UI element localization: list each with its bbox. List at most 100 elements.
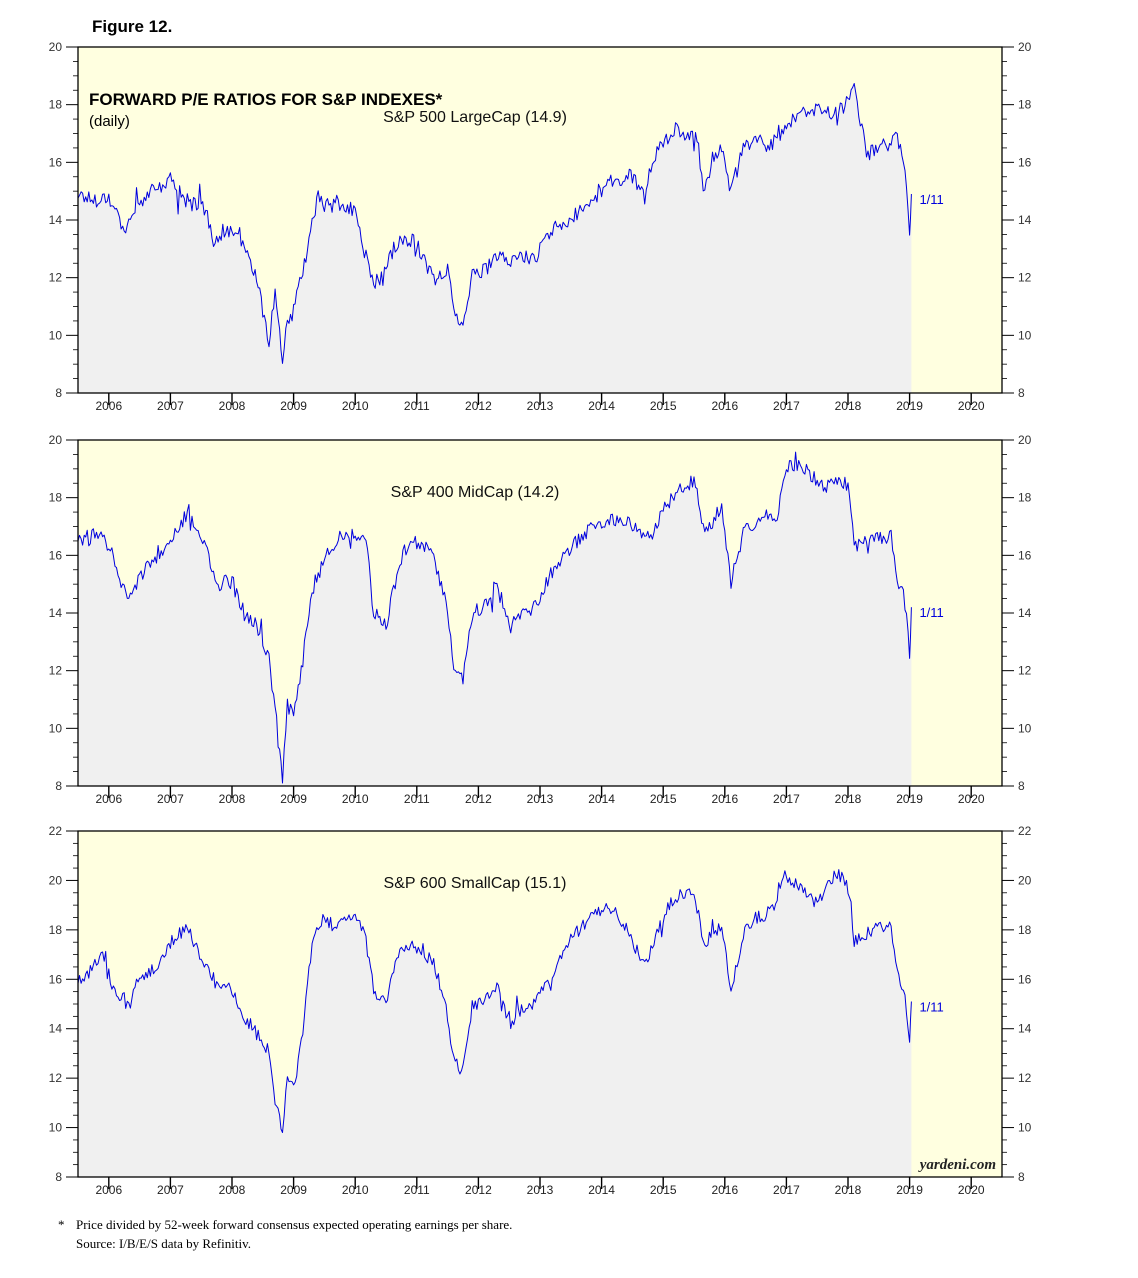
x-tick-label: 2012	[465, 792, 492, 806]
y-tick-label-right: 8	[1018, 386, 1025, 400]
y-tick-label-left: 10	[49, 1121, 63, 1135]
source-note: Source: I/B/E/S data by Refinitiv.	[76, 1236, 251, 1251]
watermark: yardeni.com	[918, 1157, 996, 1173]
y-tick-label-left: 14	[49, 606, 63, 620]
x-tick-label: 2020	[958, 792, 985, 806]
x-tick-label: 2016	[711, 1183, 738, 1197]
y-tick-label-left: 12	[49, 664, 63, 678]
y-tick-label-right: 10	[1018, 1121, 1032, 1135]
x-tick-label: 2007	[157, 399, 184, 413]
chart-panel-sp400: 8 8 10 10 12 12 14 14 16 16 18 18 20 20 2006 2007 2008 20…	[0, 433, 1138, 813]
x-tick-label: 2009	[280, 1183, 307, 1197]
area-fill	[78, 83, 912, 393]
x-tick-label: 2020	[958, 1183, 985, 1197]
y-tick-label-left: 8	[55, 386, 62, 400]
series-line	[77, 869, 912, 1133]
x-tick-label: 2009	[280, 792, 307, 806]
x-tick-label: 2019	[896, 1183, 923, 1197]
y-tick-label-right: 16	[1018, 548, 1032, 562]
y-tick-label-right: 8	[1018, 779, 1025, 793]
y-tick-label-left: 18	[49, 98, 63, 112]
series-label: S&P 500 LargeCap (14.9)	[383, 109, 567, 126]
x-tick-label: 2017	[773, 792, 800, 806]
x-tick-label: 2016	[711, 792, 738, 806]
y-tick-label-right: 12	[1018, 271, 1032, 285]
footnote-text: Price divided by 52-week forward consens…	[76, 1217, 513, 1232]
x-tick-label: 2006	[95, 1183, 122, 1197]
y-tick-label-left: 18	[49, 491, 63, 505]
x-tick-label: 2006	[95, 399, 122, 413]
x-tick-label: 2020	[958, 399, 985, 413]
series-label: S&P 400 MidCap (14.2)	[391, 484, 560, 501]
area-fill	[78, 452, 912, 786]
y-tick-label-left: 12	[49, 271, 63, 285]
y-tick-label-right: 14	[1018, 213, 1032, 227]
x-tick-label: 2013	[527, 1183, 554, 1197]
y-tick-label-right: 16	[1018, 155, 1032, 169]
y-tick-label-right: 8	[1018, 1170, 1025, 1184]
x-tick-label: 2017	[773, 399, 800, 413]
y-tick-label-right: 18	[1018, 98, 1032, 112]
y-tick-label-right: 20	[1018, 873, 1032, 887]
y-tick-label-right: 18	[1018, 923, 1032, 937]
y-tick-label-left: 16	[49, 548, 63, 562]
y-tick-label-right: 10	[1018, 721, 1032, 735]
y-tick-label-right: 10	[1018, 328, 1032, 342]
y-tick-label-left: 10	[49, 328, 63, 342]
chart-subtitle: (daily)	[89, 113, 130, 130]
y-tick-label-right: 16	[1018, 972, 1032, 986]
footnote: * Price divided by 52-week forward consen…	[58, 1215, 512, 1253]
x-tick-label: 2013	[527, 399, 554, 413]
y-tick-label-right: 18	[1018, 491, 1032, 505]
x-tick-label: 2008	[219, 1183, 246, 1197]
x-tick-label: 2007	[157, 1183, 184, 1197]
series-line	[77, 451, 912, 784]
y-tick-label-left: 10	[49, 721, 63, 735]
y-tick-label-right: 14	[1018, 606, 1032, 620]
y-tick-label-left: 20	[49, 433, 63, 447]
x-tick-label: 2006	[95, 792, 122, 806]
chart-panel-sp500: 8 8 10 10 12 12 14 14 16 16 18 18 20 20 2006 2007 2008 20…	[0, 40, 1138, 420]
y-tick-label-left: 8	[55, 1170, 62, 1184]
y-tick-label-left: 20	[49, 40, 63, 54]
x-tick-label: 2010	[342, 1183, 369, 1197]
y-tick-label-left: 22	[49, 824, 63, 838]
y-tick-label-right: 20	[1018, 40, 1032, 54]
x-tick-label: 2018	[835, 399, 862, 413]
chart-panel-sp600: 8 8 10 10 12 12 14 14 16 16 18 18 20 20 22 22 2006 2007 20…	[0, 824, 1138, 1204]
x-tick-label: 2011	[404, 792, 430, 806]
y-tick-label-right: 12	[1018, 1071, 1032, 1085]
x-tick-label: 2011	[404, 399, 430, 413]
x-tick-label: 2012	[465, 399, 492, 413]
x-tick-label: 2018	[835, 792, 862, 806]
x-tick-label: 2015	[650, 399, 677, 413]
y-tick-label-left: 14	[49, 1022, 63, 1036]
x-tick-label: 2013	[527, 792, 554, 806]
y-tick-label-left: 12	[49, 1071, 63, 1085]
y-tick-label-right: 22	[1018, 824, 1032, 838]
footnote-marker: *	[58, 1217, 65, 1232]
x-tick-label: 2008	[219, 399, 246, 413]
y-tick-label-right: 20	[1018, 433, 1032, 447]
end-date-annotation: 1/11	[919, 192, 943, 207]
x-tick-label: 2014	[588, 1183, 615, 1197]
y-tick-label-right: 12	[1018, 664, 1032, 678]
figure-label: Figure 12.	[92, 17, 173, 36]
x-tick-label: 2012	[465, 1183, 492, 1197]
x-tick-label: 2018	[835, 1183, 862, 1197]
x-tick-label: 2016	[711, 399, 738, 413]
y-tick-label-left: 16	[49, 155, 63, 169]
x-tick-label: 2019	[896, 792, 923, 806]
x-tick-label: 2019	[896, 399, 923, 413]
chart-title: FORWARD P/E RATIOS FOR S&P INDEXES*	[89, 90, 443, 109]
y-tick-label-left: 16	[49, 972, 63, 986]
series-label: S&P 600 SmallCap (15.1)	[384, 875, 567, 892]
end-date-annotation: 1/11	[919, 1000, 943, 1015]
series-line	[77, 83, 912, 364]
y-tick-label-left: 20	[49, 873, 63, 887]
y-tick-label-right: 14	[1018, 1022, 1032, 1036]
x-tick-label: 2017	[773, 1183, 800, 1197]
x-tick-label: 2015	[650, 1183, 677, 1197]
